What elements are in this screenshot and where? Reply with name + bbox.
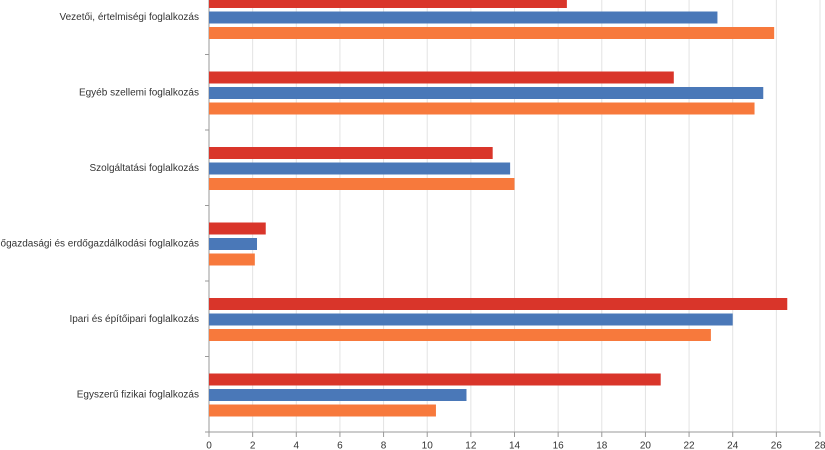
- bar: [209, 222, 266, 235]
- x-tick-label: 10: [422, 441, 434, 450]
- bar: [209, 253, 255, 266]
- x-tick-label: 4: [294, 441, 300, 450]
- bar: [209, 71, 674, 84]
- x-tick-label: 16: [553, 441, 565, 450]
- y-tick-label: Ipari és építőipari foglalkozás: [69, 314, 199, 325]
- x-tick-label: 26: [771, 441, 783, 450]
- bar: [209, 11, 718, 24]
- bar: [209, 404, 436, 417]
- bar: [209, 27, 775, 39]
- x-tick-label: 22: [684, 441, 696, 450]
- bar: [209, 329, 711, 341]
- x-tick-label: 20: [640, 441, 652, 450]
- x-tick-label: 24: [727, 441, 739, 450]
- x-tick-label: 12: [465, 441, 477, 450]
- bar: [209, 313, 733, 326]
- y-tick-label: Vezetői, értelmiségi foglalkozás: [59, 12, 199, 23]
- x-tick-label: 18: [596, 441, 608, 450]
- y-tick-label: Mezőgazdasági és erdőgazdálkodási foglal…: [0, 238, 199, 249]
- bar: [209, 102, 755, 115]
- y-tick-label: Egyszerű fizikai foglalkozás: [77, 389, 199, 400]
- y-tick-label: Egyéb szellemi foglalkozás: [79, 87, 199, 98]
- bar: [209, 298, 788, 310]
- bar: [209, 0, 567, 8]
- bar: [209, 147, 493, 159]
- x-tick-label: 0: [206, 441, 212, 450]
- bar: [209, 162, 511, 175]
- bar: [209, 238, 258, 250]
- x-tick-label: 8: [381, 441, 387, 450]
- x-tick-label: 28: [814, 441, 825, 450]
- bar: [209, 373, 661, 386]
- bar: [209, 389, 467, 401]
- x-tick-label: 2: [250, 441, 256, 450]
- bar: [209, 178, 515, 190]
- x-tick-label: 14: [509, 441, 521, 450]
- x-tick-label: 6: [337, 441, 343, 450]
- y-tick-label: Szolgáltatási foglalkozás: [89, 163, 199, 174]
- bar: [209, 87, 764, 99]
